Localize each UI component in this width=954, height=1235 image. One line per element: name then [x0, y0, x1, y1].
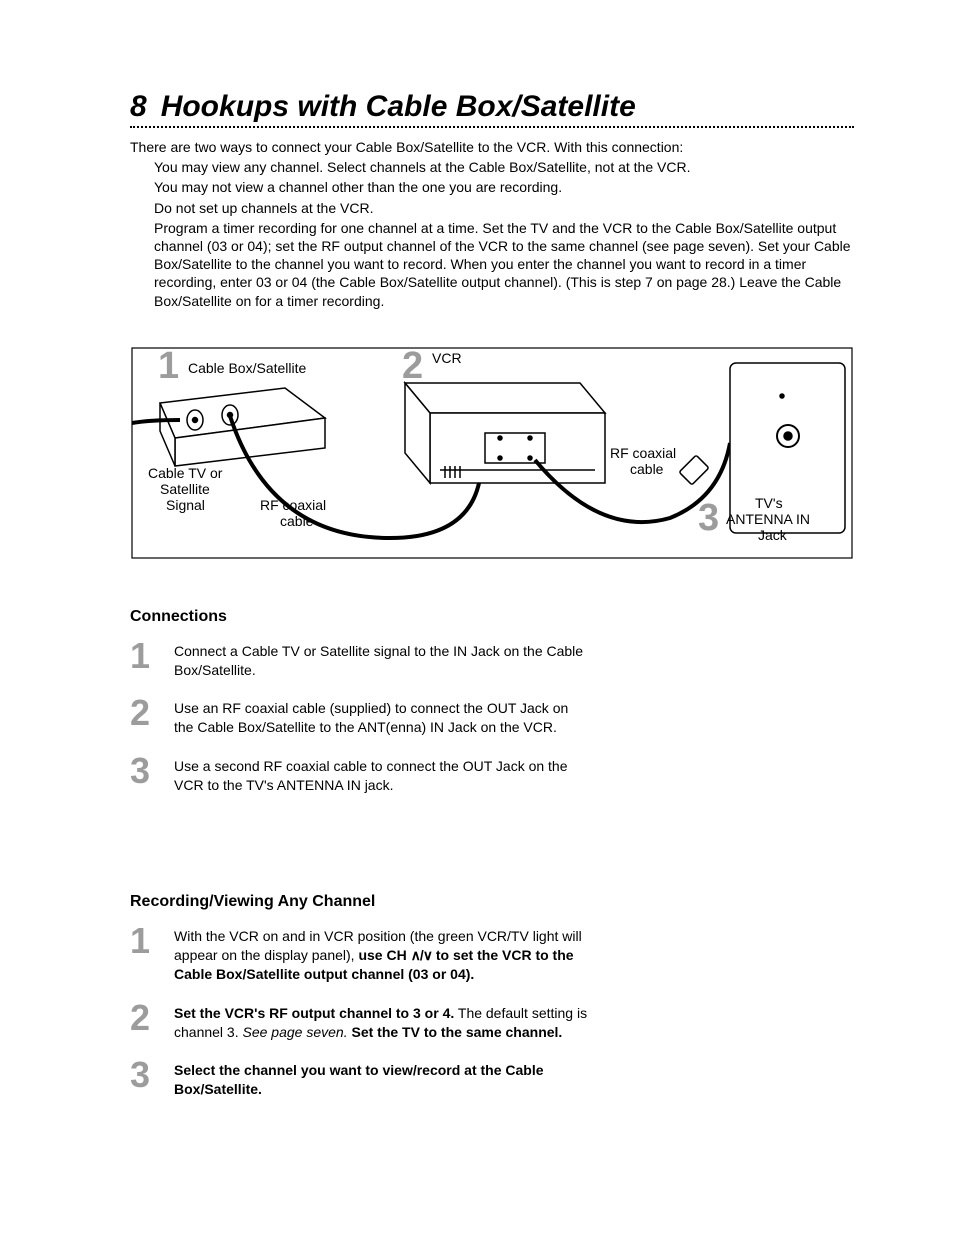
- diagram-label-3b: ANTENNA IN: [726, 511, 810, 527]
- conn-step-3: 3 Use a second RF coaxial cable to conne…: [130, 755, 590, 795]
- vcr-icon: [405, 383, 605, 483]
- step-text: Set the VCR's RF output channel to 3 or …: [174, 1002, 590, 1042]
- rec-step-2: 2 Set the VCR's RF output channel to 3 o…: [130, 1002, 590, 1042]
- intro-p5: Program a timer recording for one channe…: [130, 219, 854, 310]
- conn-step-1: 1 Connect a Cable TV or Satellite signal…: [130, 640, 590, 680]
- diagram-num-2: 2: [402, 345, 423, 387]
- cable-box-icon: [160, 388, 325, 466]
- conn-step-2: 2 Use an RF coaxial cable (supplied) to …: [130, 697, 590, 737]
- diagram-rf1b: cable: [280, 513, 314, 529]
- step-text: Select the channel you want to view/reco…: [174, 1059, 590, 1099]
- recording-heading: Recording/Viewing Any Channel: [130, 893, 854, 911]
- step-text: With the VCR on and in VCR position (the…: [174, 925, 590, 984]
- diagram-label-3a: TV's: [755, 495, 783, 511]
- step-text: Use an RF coaxial cable (supplied) to co…: [174, 697, 590, 737]
- diagram-signal-3: Signal: [166, 497, 205, 513]
- rec2-b1: Set the VCR's RF output channel to 3 or …: [174, 1005, 454, 1021]
- connections-heading: Connections: [130, 608, 854, 626]
- hookup-diagram: 1 Cable Box/Satellite Cable TV or Satell…: [130, 338, 854, 568]
- page-header: 8 Hookups with Cable Box/Satellite: [130, 90, 854, 124]
- dotted-rule: [130, 126, 854, 128]
- rec1-b1: use CH: [358, 947, 410, 963]
- step-number: 1: [130, 925, 156, 984]
- rec3-b1: Select the channel you want to view/reco…: [174, 1062, 544, 1097]
- step-number: 2: [130, 1002, 156, 1042]
- tv-panel-icon: [730, 363, 845, 533]
- intro-block: There are two ways to connect your Cable…: [130, 138, 854, 310]
- page-title: Hookups with Cable Box/Satellite: [161, 90, 636, 124]
- rec-step-3: 3 Select the channel you want to view/re…: [130, 1059, 590, 1099]
- step-text: Connect a Cable TV or Satellite signal t…: [174, 640, 590, 680]
- intro-p2: You may view any channel. Select channel…: [130, 158, 854, 176]
- step-text: Use a second RF coaxial cable to connect…: [174, 755, 590, 795]
- diagram-num-1: 1: [158, 345, 179, 387]
- diagram-num-3: 3: [698, 497, 719, 539]
- diagram-signal-1: Cable TV or: [148, 465, 223, 481]
- step-number: 1: [130, 640, 156, 680]
- hookup-diagram-svg: 1 Cable Box/Satellite Cable TV or Satell…: [130, 338, 854, 568]
- step-number: 2: [130, 697, 156, 737]
- intro-p1: There are two ways to connect your Cable…: [130, 138, 854, 156]
- diagram-rf1a: RF coaxial: [260, 497, 326, 513]
- step-number: 3: [130, 1059, 156, 1099]
- diagram-rf2a: RF coaxial: [610, 445, 676, 461]
- rec2-b2: Set the TV to the same channel.: [348, 1024, 563, 1040]
- diagram-rf2b: cable: [630, 461, 664, 477]
- intro-p3: You may not view a channel other than th…: [130, 178, 854, 196]
- page-number: 8: [130, 90, 147, 124]
- diagram-label-2: VCR: [432, 350, 462, 366]
- rec-step-1: 1 With the VCR on and in VCR position (t…: [130, 925, 590, 984]
- intro-p4: Do not set up channels at the VCR.: [130, 199, 854, 217]
- rec2-it: See page seven.: [243, 1024, 348, 1040]
- channel-updown-icon: ∧/∨: [411, 947, 432, 963]
- diagram-label-3c: Jack: [758, 527, 788, 543]
- rf-connector-2-icon: [679, 455, 709, 485]
- diagram-label-1: Cable Box/Satellite: [188, 360, 307, 376]
- diagram-signal-2: Satellite: [160, 481, 210, 497]
- step-number: 3: [130, 755, 156, 795]
